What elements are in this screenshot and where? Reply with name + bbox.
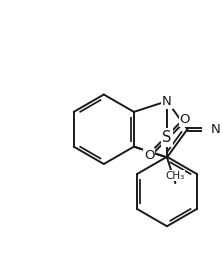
- Text: N: N: [210, 123, 220, 136]
- Text: N: N: [162, 95, 172, 108]
- Text: S: S: [162, 130, 172, 145]
- Text: O: O: [144, 149, 155, 162]
- Text: O: O: [179, 113, 190, 127]
- Text: CH₃: CH₃: [166, 171, 185, 181]
